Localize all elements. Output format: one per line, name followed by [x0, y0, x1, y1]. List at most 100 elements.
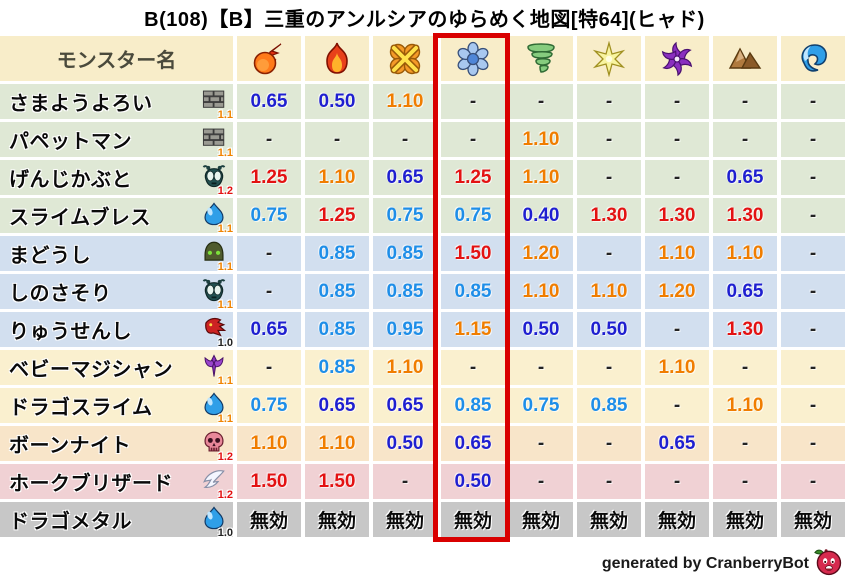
- resistance-cell: 0.85: [305, 236, 369, 271]
- resistance-value: 1.10: [250, 432, 288, 454]
- resistance-cell: 0.65: [373, 388, 437, 423]
- resistance-value: -: [537, 90, 545, 112]
- monster-name: ボーンナイト: [9, 435, 131, 457]
- resistance-value: -: [605, 242, 613, 264]
- resistance-cell: 0.85: [305, 312, 369, 347]
- resistance-cell: 1.25: [305, 198, 369, 233]
- resistance-cell: 1.30: [645, 198, 709, 233]
- resistance-value: 1.30: [726, 318, 764, 340]
- cranberry-icon: [813, 546, 843, 581]
- resistance-value: -: [809, 356, 817, 378]
- resistance-cell: 1.15: [441, 312, 505, 347]
- resistance-cell: 0.65: [441, 426, 505, 461]
- resistance-cell: -: [237, 274, 301, 309]
- resistance-value: 0.75: [522, 394, 560, 416]
- resistance-cell: 0.65: [645, 426, 709, 461]
- resistance-value: -: [469, 128, 477, 150]
- resistance-cell: 無効: [509, 502, 573, 537]
- resistance-cell: 0.75: [237, 388, 301, 423]
- brick-icon: 1.1: [199, 87, 233, 121]
- resistance-cell: 1.10: [645, 350, 709, 385]
- resistance-value: 1.10: [726, 394, 764, 416]
- resistance-cell: 0.50: [373, 426, 437, 461]
- resistance-value: 0.65: [454, 432, 492, 454]
- resistance-value: 0.75: [386, 204, 424, 226]
- resistance-value: -: [333, 128, 341, 150]
- resistance-cell: -: [781, 464, 845, 499]
- resistance-value: 0.75: [454, 204, 492, 226]
- monster-name-cell: げんじかぶと 1.2: [0, 160, 233, 197]
- monster-name-cell: まどうし 1.1: [0, 236, 233, 273]
- resistance-value: -: [265, 128, 273, 150]
- resistance-value: 0.50: [318, 90, 356, 112]
- monster-name-header: モンスター名: [0, 36, 233, 81]
- brick-icon: 1.1: [199, 125, 233, 159]
- resistance-cell: -: [305, 122, 369, 157]
- resistance-value: 0.65: [318, 394, 356, 416]
- weight-multiplier: 1.1: [217, 146, 233, 159]
- resistance-value: 1.10: [658, 356, 696, 378]
- slime-icon: 1.1: [199, 201, 233, 235]
- monster-name-cell: ベビーマジシャン 1.1: [0, 350, 233, 387]
- resistance-value: 0.65: [726, 166, 764, 188]
- resistance-value: -: [741, 432, 749, 454]
- resistance-value: 0.50: [386, 432, 424, 454]
- resistance-cell: 0.65: [305, 388, 369, 423]
- monster-name-cell: パペットマン 1.1: [0, 122, 233, 159]
- resistance-value: -: [809, 90, 817, 112]
- insect-icon: 1.1: [199, 277, 233, 311]
- resistance-value: -: [401, 128, 409, 150]
- resistance-value: -: [741, 356, 749, 378]
- resistance-value: -: [809, 470, 817, 492]
- resistance-cell: 1.20: [645, 274, 709, 309]
- weight-multiplier: 1.1: [217, 108, 233, 121]
- skull-icon: 1.2: [199, 429, 233, 463]
- resistance-cell: -: [509, 426, 573, 461]
- monster-row: ボーンナイト 1.2 1.10 1.10 0.50 0.65 - - 0.65 - -: [0, 426, 849, 463]
- resistance-cell: -: [781, 122, 845, 157]
- resistance-cell: 無効: [645, 502, 709, 537]
- resistance-cell: 0.40: [509, 198, 573, 233]
- resistance-value: 0.65: [250, 318, 288, 340]
- resistance-value: 0.65: [386, 394, 424, 416]
- monster-name-cell: ドラゴスライム 1.1: [0, 388, 233, 425]
- resistance-cell: 0.50: [509, 312, 573, 347]
- resistance-cell: 0.50: [305, 84, 369, 119]
- element-header-explosion-icon: [373, 36, 437, 81]
- resistance-table: モンスター名さまようよろい 1.1 0.65 0.50 1.10 - - - - - - パペットマン…: [0, 36, 849, 540]
- resistance-value: -: [401, 470, 409, 492]
- resistance-cell: -: [577, 160, 641, 195]
- resistance-cell: 無効: [441, 502, 505, 537]
- resistance-value: -: [469, 90, 477, 112]
- resistance-value: 1.25: [454, 166, 492, 188]
- resistance-cell: 1.20: [509, 236, 573, 271]
- weight-multiplier: 1.1: [217, 412, 233, 425]
- resistance-cell: -: [577, 464, 641, 499]
- monster-name: さまようよろい: [9, 93, 153, 115]
- resistance-value: 1.10: [726, 242, 764, 264]
- resistance-value: -: [809, 128, 817, 150]
- monster-name: ホークブリザード: [9, 473, 173, 495]
- resistance-value: -: [605, 128, 613, 150]
- resistance-cell: -: [373, 122, 437, 157]
- resistance-cell: -: [509, 84, 573, 119]
- resistance-value: 1.10: [658, 242, 696, 264]
- resistance-value: -: [605, 90, 613, 112]
- resistance-cell: 無効: [373, 502, 437, 537]
- monster-name: パペットマン: [9, 131, 132, 153]
- slime-icon: 1.0: [199, 505, 233, 539]
- resistance-cell: -: [577, 122, 641, 157]
- resistance-value: 1.50: [250, 470, 288, 492]
- resistance-value: 0.65: [726, 280, 764, 302]
- resistance-value: 0.65: [658, 432, 696, 454]
- resistance-value: 1.10: [386, 90, 424, 112]
- resistance-value: -: [265, 280, 273, 302]
- resistance-value: 無効: [793, 511, 832, 532]
- resistance-cell: -: [781, 84, 845, 119]
- resistance-cell: -: [509, 350, 573, 385]
- resistance-value: -: [537, 432, 545, 454]
- monster-name: スライムブレス: [9, 207, 151, 229]
- weight-multiplier: 1.1: [217, 298, 233, 311]
- resistance-value: -: [809, 204, 817, 226]
- resistance-value: 0.85: [318, 280, 356, 302]
